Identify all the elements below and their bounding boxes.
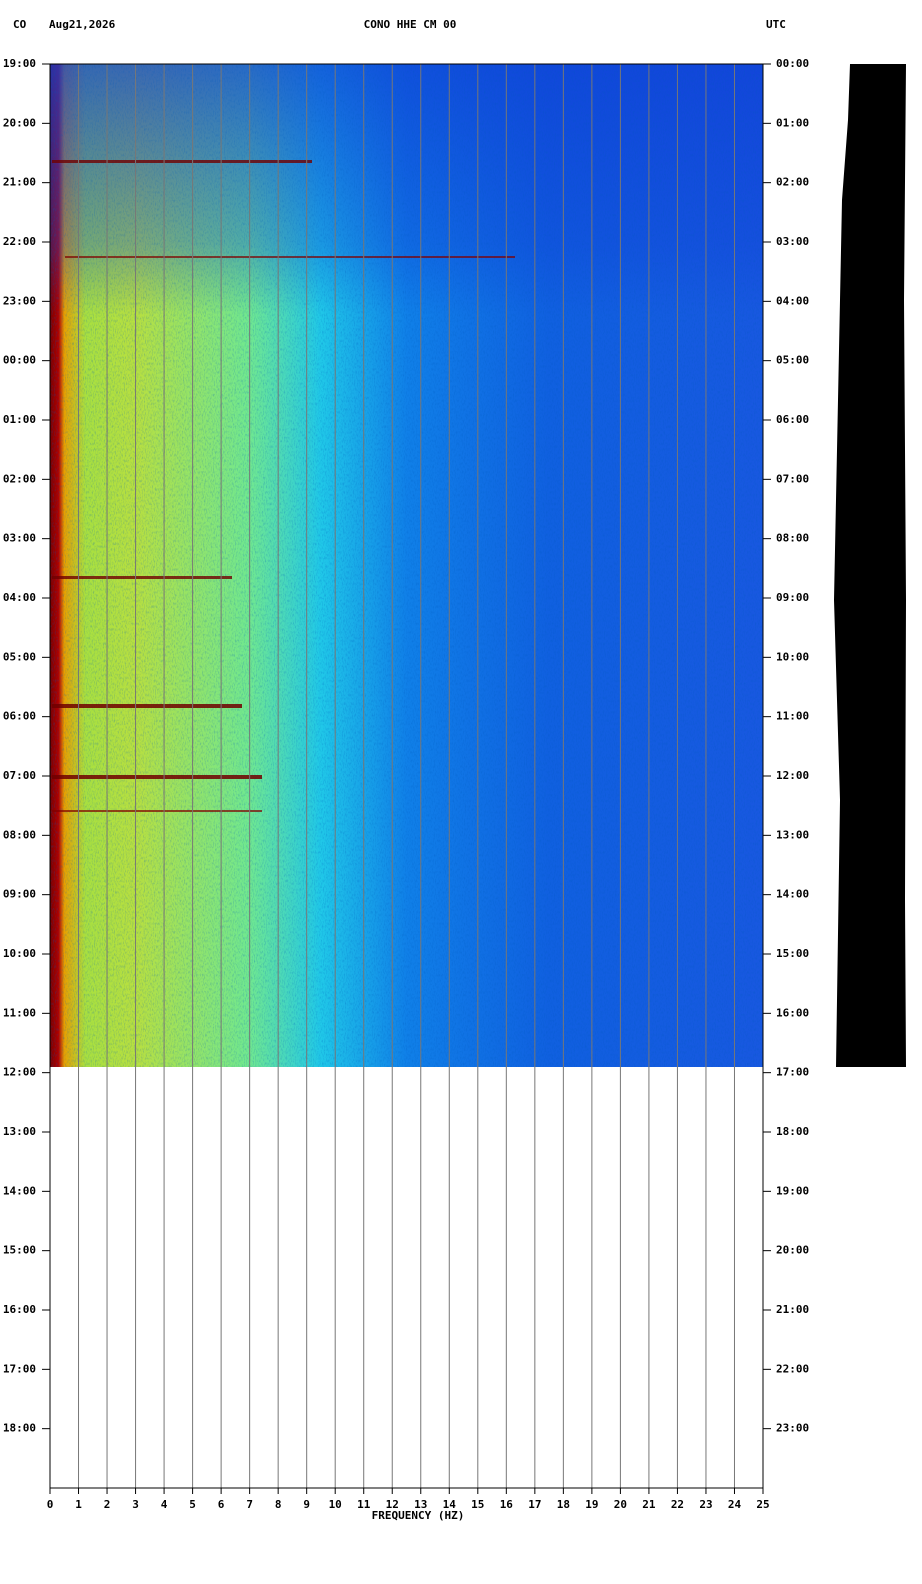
x-tick-label: 20 [614,1498,627,1511]
y2-tick-label: 08:00 [776,532,809,545]
x-tick-label: 16 [500,1498,514,1511]
y2-tick-label: 21:00 [776,1303,809,1316]
y-tick-label: 05:00 [3,650,36,663]
y2-tick-label: 20:00 [776,1244,809,1257]
y2-tick-label: 03:00 [776,235,809,248]
y2-tick-label: 23:00 [776,1422,809,1435]
y-tick-label: 16:00 [3,1303,36,1316]
x-tick-label: 19 [585,1498,598,1511]
y-tick-label: 11:00 [3,1006,36,1019]
y-tick-label: 13:00 [3,1125,36,1138]
y-tick-label: 18:00 [3,1422,36,1435]
x-tick-label: 13 [414,1498,427,1511]
y-tick-label: 03:00 [3,532,36,545]
y-tick-label: 15:00 [3,1244,36,1257]
x-tick-label: 8 [275,1498,282,1511]
y-tick-label: 21:00 [3,176,36,189]
y2-tick-label: 07:00 [776,472,809,485]
x-tick-label: 24 [728,1498,742,1511]
x-tick-label: 21 [642,1498,656,1511]
y-tick-label: 00:00 [3,354,36,367]
x-tick-label: 5 [189,1498,196,1511]
y2-tick-label: 15:00 [776,947,809,960]
y2-tick-label: 05:00 [776,354,809,367]
y2-tick-label: 16:00 [776,1006,809,1019]
y-tick-label: 02:00 [3,472,36,485]
date: Aug21,2026 [49,18,116,31]
y-tick-label: 23:00 [3,294,36,307]
y-tick-label: 04:00 [3,591,36,604]
timezone: UTC [766,18,786,31]
x-tick-label: 12 [386,1498,399,1511]
y-tick-label: 07:00 [3,769,36,782]
y2-tick-label: 17:00 [776,1066,809,1079]
y2-tick-label: 09:00 [776,591,809,604]
y2-tick-label: 11:00 [776,710,809,723]
x-tick-label: 7 [246,1498,253,1511]
x-tick-label: 22 [671,1498,684,1511]
y-tick-label: 22:00 [3,235,36,248]
y2-tick-label: 13:00 [776,828,809,841]
spectrogram [50,64,763,1067]
x-tick-label: 4 [161,1498,168,1511]
x-tick-label: 17 [528,1498,541,1511]
network: CO [13,18,27,31]
chart-title: CONO HHE CM 00 [364,18,457,31]
x-tick-label: 23 [699,1498,712,1511]
y-tick-label: 09:00 [3,888,36,901]
y-tick-label: 17:00 [3,1362,36,1375]
y-tick-label: 12:00 [3,1066,36,1079]
y2-tick-label: 01:00 [776,116,809,129]
x-tick-label: 1 [75,1498,82,1511]
y2-tick-label: 19:00 [776,1184,809,1197]
plot-frame [49,63,764,1489]
y2-tick-label: 04:00 [776,294,809,307]
y2-tick-label: 10:00 [776,650,809,663]
x-tick-label: 3 [132,1498,139,1511]
x-tick-label: 0 [47,1498,54,1511]
x-tick-label: 10 [329,1498,342,1511]
y-tick-label: 10:00 [3,947,36,960]
y-tick-label: 06:00 [3,710,36,723]
x-axis-label: FREQUENCY (HZ) [372,1509,465,1522]
x-tick-label: 25 [756,1498,769,1511]
y2-tick-label: 00:00 [776,57,809,70]
y2-tick-label: 12:00 [776,769,809,782]
y2-tick-label: 14:00 [776,888,809,901]
y2-tick-label: 06:00 [776,413,809,426]
y2-tick-label: 02:00 [776,176,809,189]
x-tick-label: 9 [303,1498,310,1511]
y2-tick-label: 18:00 [776,1125,809,1138]
x-tick-label: 14 [443,1498,457,1511]
x-tick-label: 11 [357,1498,371,1511]
x-tick-label: 2 [104,1498,111,1511]
seismogram-trace [834,64,906,1067]
y-tick-label: 08:00 [3,828,36,841]
y-tick-label: 19:00 [3,57,36,70]
y-tick-label: 14:00 [3,1184,36,1197]
x-tick-label: 15 [471,1498,484,1511]
y2-tick-label: 22:00 [776,1362,809,1375]
x-tick-label: 18 [557,1498,570,1511]
x-tick-label: 6 [218,1498,225,1511]
y-tick-label: 01:00 [3,413,36,426]
y-tick-label: 20:00 [3,116,36,129]
